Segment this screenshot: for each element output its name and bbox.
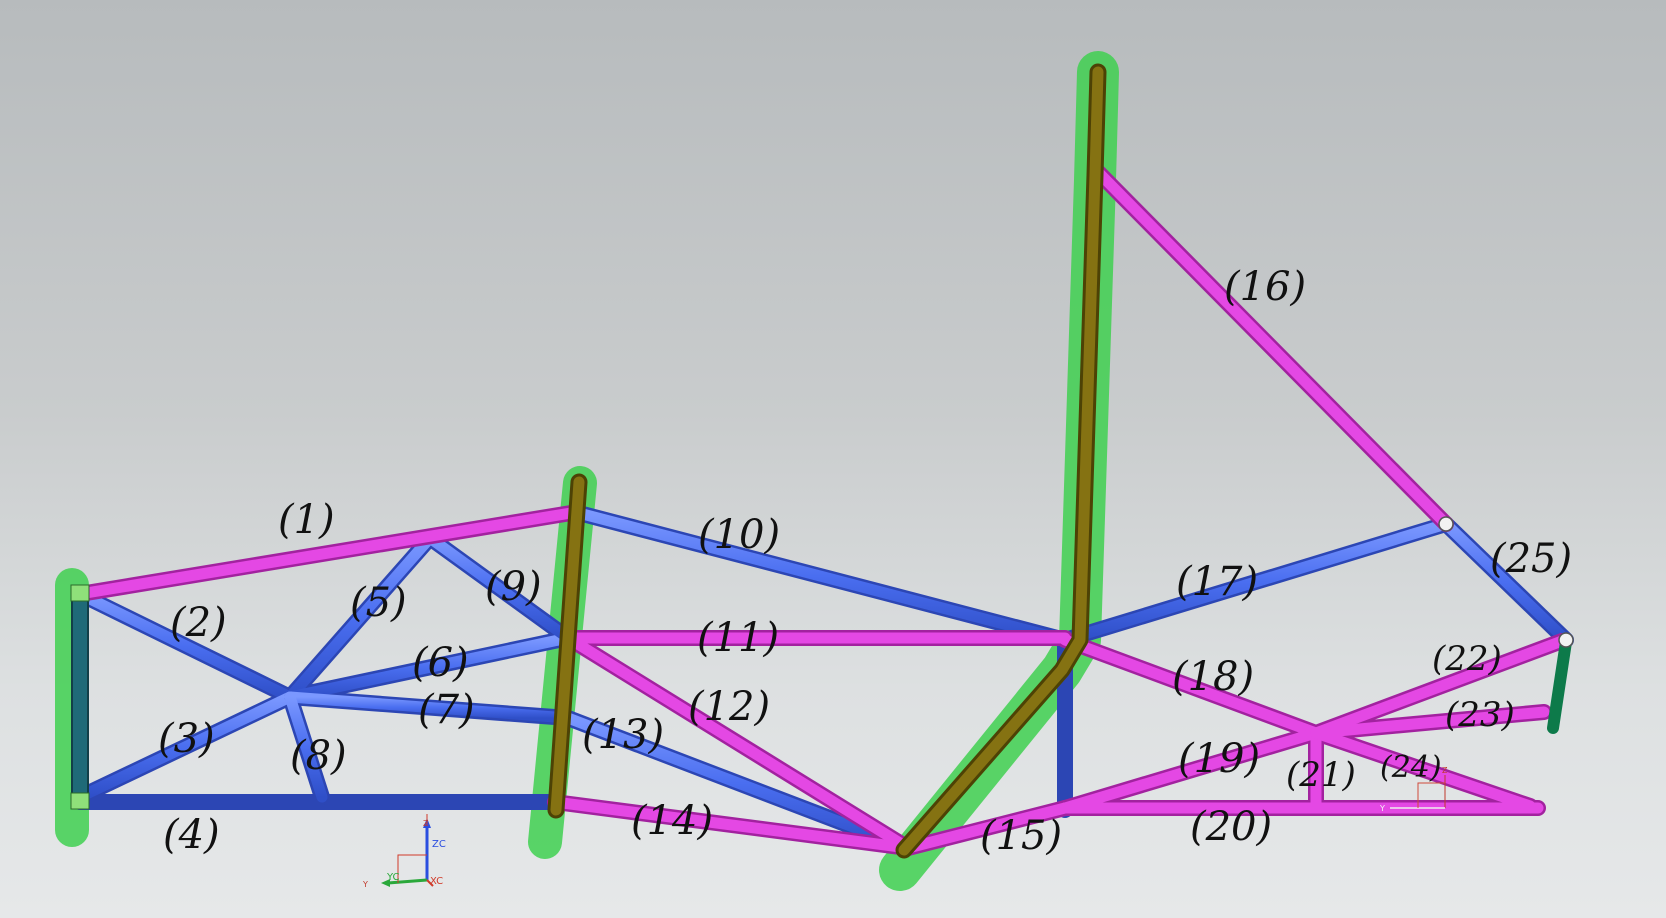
label-member-25: (25) xyxy=(1490,536,1572,582)
node-upper-rear[interactable] xyxy=(1438,516,1454,532)
label-member-19: (19) xyxy=(1178,736,1260,782)
label-member-4: (4) xyxy=(163,812,220,858)
label-member-12: (12) xyxy=(688,684,770,730)
triad-zc-label: ZC xyxy=(432,839,446,850)
olive-tubes xyxy=(547,63,1107,859)
label-member-21: (21) xyxy=(1286,755,1356,795)
label-member-3: (3) xyxy=(158,716,215,762)
label-member-20: (20) xyxy=(1190,804,1272,850)
rear-green-bar xyxy=(1547,636,1572,734)
label-member-18: (18) xyxy=(1172,654,1254,700)
label-member-11: (11) xyxy=(697,615,779,661)
label-member-8: (8) xyxy=(290,733,347,779)
label-member-9: (9) xyxy=(485,564,542,610)
front-bulkhead-bar xyxy=(71,585,89,809)
member-labels: (1) (2) (3) (4) (5) (6) (7) (8) (9) (10)… xyxy=(158,264,1572,859)
label-member-23: (23) xyxy=(1445,695,1515,735)
small-csys-y-label: Y xyxy=(1379,804,1385,813)
label-member-24: (24) xyxy=(1380,750,1442,785)
label-member-14: (14) xyxy=(631,798,713,844)
bulkhead-top-node xyxy=(70,584,90,602)
magenta-tubes xyxy=(72,164,1570,856)
label-member-13: (13) xyxy=(582,712,664,758)
label-member-16: (16) xyxy=(1224,264,1306,310)
nodes xyxy=(1438,516,1574,648)
small-csys-z-label: Z xyxy=(1442,766,1448,775)
small-csys: Z Y xyxy=(1379,766,1448,813)
triad-ref-frame xyxy=(397,854,427,883)
label-member-5: (5) xyxy=(350,580,407,626)
triad-y-label: Y xyxy=(362,880,368,889)
label-member-17: (17) xyxy=(1176,559,1258,605)
triad-xc-label: XC xyxy=(430,876,443,887)
label-member-2: (2) xyxy=(170,600,227,646)
blue-tubes xyxy=(72,504,1574,856)
label-member-6: (6) xyxy=(412,640,469,686)
triad-yc-label: YC xyxy=(386,872,400,883)
label-member-15: (15) xyxy=(980,813,1062,859)
end-bars xyxy=(70,584,1572,810)
triad-x-tick xyxy=(426,879,434,887)
node-rear-tip[interactable] xyxy=(1558,632,1574,648)
label-member-7: (7) xyxy=(418,687,475,733)
label-member-10: (10) xyxy=(698,512,780,558)
bulkhead-bottom-node xyxy=(70,792,90,810)
triad-z-label: Z xyxy=(423,819,429,828)
label-member-22: (22) xyxy=(1432,639,1502,679)
label-member-1: (1) xyxy=(278,497,335,543)
view-triad[interactable]: Z ZC Y YC XC xyxy=(362,814,446,889)
triad-y-axis xyxy=(387,878,428,885)
triad-y-arrow xyxy=(381,879,390,887)
